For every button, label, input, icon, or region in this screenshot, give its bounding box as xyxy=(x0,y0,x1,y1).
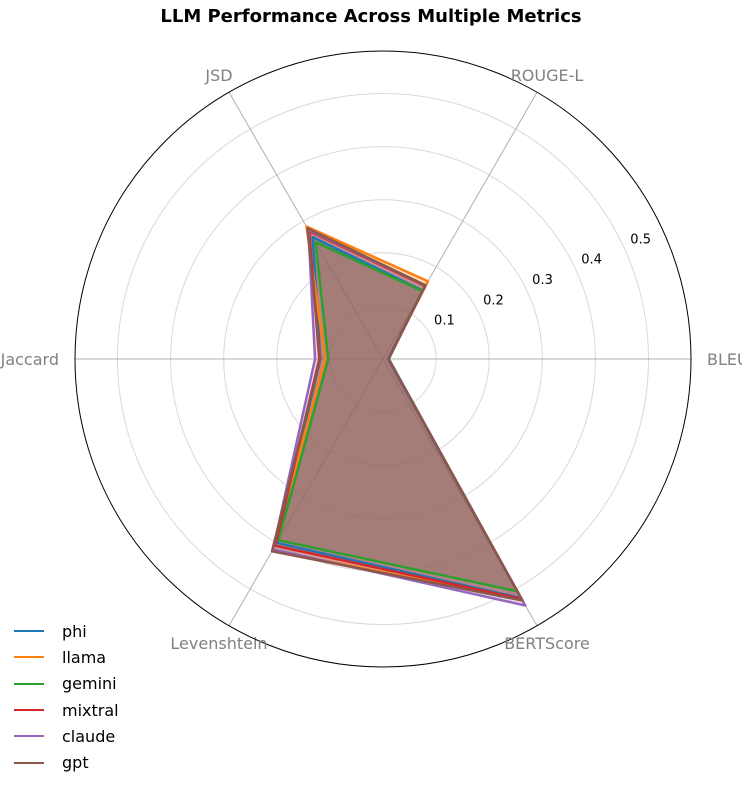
legend-label: gpt xyxy=(62,753,89,773)
series-area-phi xyxy=(276,237,522,599)
axis-label-bleu: BLEU xyxy=(707,350,742,369)
outer-frame xyxy=(74,50,692,668)
axis-label-levenshtein: Levenshtein xyxy=(170,634,267,653)
legend-item-phi: phi xyxy=(14,618,119,644)
r-tick-label: 0.2 xyxy=(483,293,504,308)
spoke-levenshtein xyxy=(228,358,384,626)
legend-swatch xyxy=(14,709,44,712)
spoke-rouge-l xyxy=(382,92,538,360)
chart-title: LLM Performance Across Multiple Metrics xyxy=(160,6,582,27)
legend-label: llama xyxy=(62,647,107,667)
r-tick-label: 0.3 xyxy=(532,273,553,288)
axis-label-jsd: JSD xyxy=(204,66,232,85)
r-tick-label: 0.4 xyxy=(581,253,602,268)
series-area-gpt xyxy=(272,228,523,601)
legend-swatch xyxy=(14,682,44,685)
axis-label-jaccard: Jaccard xyxy=(0,350,59,369)
series-area-gemini xyxy=(278,242,518,592)
legend-item-llama: llama xyxy=(14,644,119,670)
legend-label: claude xyxy=(62,726,116,746)
legend-swatch xyxy=(14,630,44,633)
series-area-llama xyxy=(272,226,523,601)
radar-series xyxy=(270,225,527,607)
radar-grid xyxy=(74,50,692,668)
legend-swatch xyxy=(14,656,44,659)
axis-label-rouge-l: ROUGE-L xyxy=(511,66,584,85)
axis-label-bertscore: BERTScore xyxy=(504,634,590,653)
r-tick-label: 0.1 xyxy=(434,314,455,329)
legend-item-gpt: gpt xyxy=(14,749,119,775)
legend-item-gemini: gemini xyxy=(14,671,119,697)
legend-label: mixtral xyxy=(62,700,119,720)
legend-swatch xyxy=(14,735,44,738)
r-tick-label: 0.5 xyxy=(630,232,651,247)
series-line-gpt xyxy=(270,227,524,602)
series-area-claude xyxy=(273,229,526,606)
legend-item-mixtral: mixtral xyxy=(14,697,119,723)
series-area-mixtral xyxy=(275,231,522,600)
legend: phi llama gemini mixtral claude gpt xyxy=(14,618,119,776)
legend-item-claude: claude xyxy=(14,723,119,749)
legend-label: gemini xyxy=(62,674,117,694)
legend-label: phi xyxy=(62,621,87,641)
legend-swatch xyxy=(14,761,44,764)
radar-labels: 0.1 0.2 0.3 0.4 0.5 BLEU ROUGE-L JSD Jaccard Leve… xyxy=(0,66,742,653)
